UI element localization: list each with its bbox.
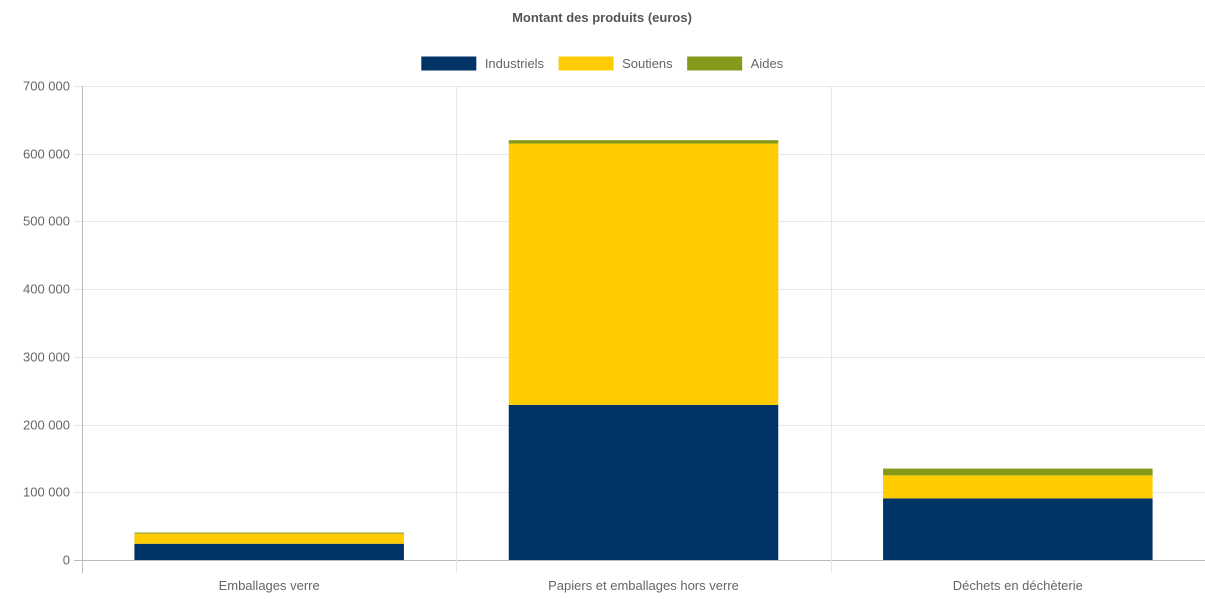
bar-industriels-3[interactable] (883, 498, 1153, 560)
legend: Industriels Soutiens Aides (420, 55, 784, 72)
y-tick-label: 500 000 (23, 214, 70, 229)
bar-soutiens-1[interactable] (134, 533, 404, 544)
y-tick-label: 300 000 (23, 350, 70, 365)
bar-soutiens-3[interactable] (883, 475, 1153, 499)
x-tick-label: Emballages verre (219, 578, 320, 593)
legend-swatch (686, 55, 744, 72)
x-tick-label: Papiers et emballages hors verre (548, 578, 739, 593)
axes: 0 100 000 200 000 300 000 400 000 500 000 600 … (23, 79, 1083, 594)
bar-aides-2[interactable] (508, 140, 779, 144)
y-tick-label: 200 000 (23, 418, 70, 433)
y-tick-label: 100 000 (23, 485, 70, 500)
chart-title: Montant des produits (euros) (512, 10, 692, 25)
legend-label: Soutiens (622, 56, 673, 71)
y-tick-label: 700 000 (23, 79, 70, 94)
bars (134, 140, 1153, 560)
legend-item-soutiens[interactable]: Soutiens (557, 55, 673, 72)
bar-aides-3[interactable] (883, 468, 1153, 476)
y-tick-label: 0 (63, 553, 70, 568)
y-tick-label: 600 000 (23, 147, 70, 162)
x-tick-label: Déchets en déchèterie (953, 578, 1083, 593)
legend-swatch (420, 55, 478, 72)
legend-swatch (557, 55, 615, 72)
bar-aides-1[interactable] (134, 532, 404, 534)
legend-label: Aides (751, 56, 784, 71)
bar-industriels-1[interactable] (134, 543, 404, 560)
legend-item-aides[interactable]: Aides (686, 55, 784, 72)
bar-industriels-2[interactable] (508, 404, 779, 560)
y-tick-label: 400 000 (23, 282, 70, 297)
legend-item-industriels[interactable]: Industriels (420, 55, 545, 72)
bar-soutiens-2[interactable] (508, 143, 779, 405)
legend-label: Industriels (485, 56, 545, 71)
